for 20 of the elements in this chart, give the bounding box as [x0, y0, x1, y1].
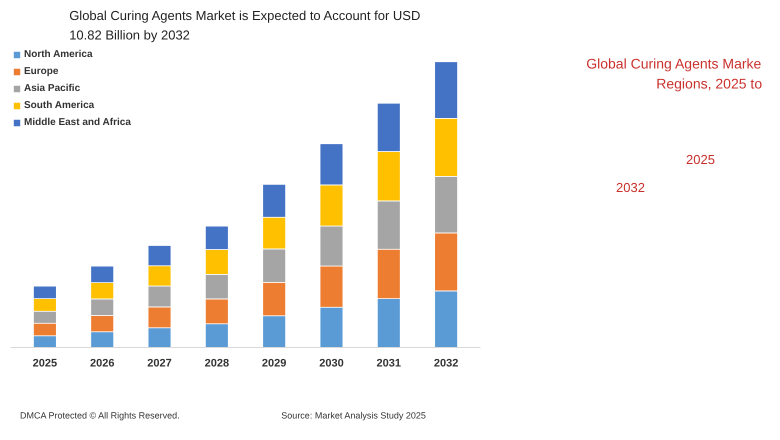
text: 2025: [686, 152, 715, 167]
legend-label: Europe: [24, 66, 58, 77]
x-tick-label: 2032: [434, 358, 458, 370]
text: DMCA Protected © All Rights Reserved.: [20, 410, 180, 420]
x-tick-label: 2028: [204, 358, 230, 370]
x-tick-label: 2030: [319, 358, 344, 370]
text: Global Curing Agents Marke: [586, 56, 762, 72]
legend-label: North America: [24, 49, 93, 60]
chart-title: Global Curing Agents Market is Expected to Account for USD 10.82 Billion by 2032: [69, 8, 420, 42]
x-tick-label: 2026: [90, 358, 114, 370]
legend-label: Asia Pacific: [24, 83, 80, 94]
text: Regions, 2025 to: [656, 76, 762, 92]
x-tick-label: 2025: [32, 358, 58, 370]
legend-label: South America: [24, 100, 94, 111]
x-tick-label: 2027: [147, 358, 172, 370]
legend-label: Middle East and Africa: [24, 117, 131, 128]
source-note: Source: Market Analysis Study 2025: [281, 410, 426, 420]
x-tick-label: 2029: [262, 358, 286, 370]
text: 2032: [616, 180, 645, 195]
x-tick-label: 2031: [376, 358, 402, 370]
